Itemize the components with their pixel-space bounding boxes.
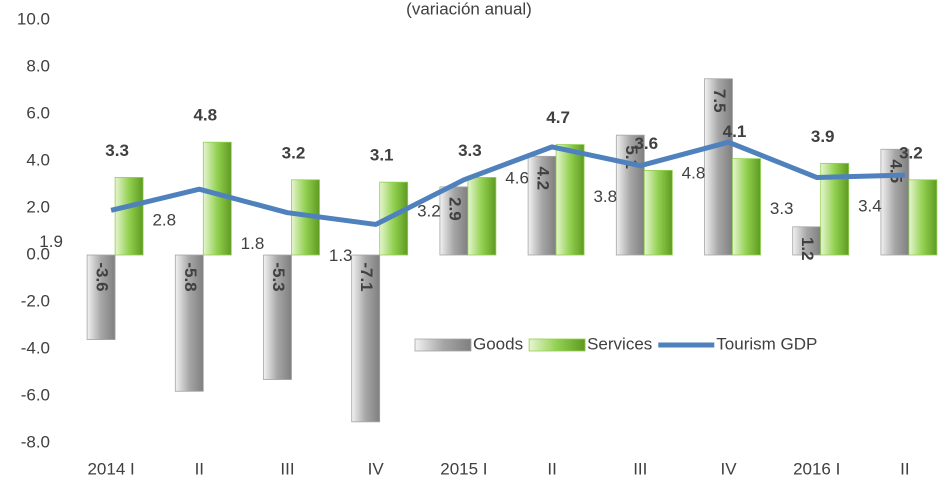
data-label: 3.4 xyxy=(858,197,882,216)
data-label: 4.6 xyxy=(505,168,529,187)
legend-label: Goods xyxy=(473,334,523,353)
bar xyxy=(704,78,733,256)
data-label: 3.3 xyxy=(770,199,794,218)
x-tick-label: IV xyxy=(720,459,737,478)
bar xyxy=(732,158,761,256)
x-tick-label: II xyxy=(547,459,556,478)
data-label: 3.2 xyxy=(282,143,306,162)
data-label: 3.8 xyxy=(593,187,617,206)
data-label: 3.1 xyxy=(370,146,394,165)
data-label: 3.3 xyxy=(105,141,129,160)
y-tick-label: 8.0 xyxy=(26,56,50,75)
data-label: 1.2 xyxy=(798,237,817,261)
y-tick-label: -8.0 xyxy=(21,432,50,451)
chart-subtitle: (variación anual) xyxy=(406,0,532,18)
legend-label: Services xyxy=(587,334,652,353)
bar xyxy=(263,254,292,380)
legend-swatch xyxy=(414,338,472,352)
x-tick-label: III xyxy=(280,459,294,478)
data-label: -3.6 xyxy=(93,262,112,291)
y-tick-label: 2.0 xyxy=(26,197,50,216)
data-label: -5.3 xyxy=(269,262,288,291)
y-tick-label: -4.0 xyxy=(21,338,50,357)
data-label: 1.9 xyxy=(39,232,63,251)
data-label: 4.5 xyxy=(886,159,905,183)
legend-swatch xyxy=(528,338,586,352)
data-label: 2.8 xyxy=(152,211,176,230)
data-label: 7.5 xyxy=(710,89,729,113)
data-label: 4.7 xyxy=(546,108,570,127)
bar xyxy=(86,254,116,340)
bar xyxy=(555,144,585,256)
data-label: 3.2 xyxy=(899,143,923,162)
x-tick-label: 2014 I xyxy=(87,459,134,478)
bar xyxy=(114,177,144,256)
line xyxy=(110,139,905,227)
data-label: 3.9 xyxy=(811,127,835,146)
data-label: 3.2 xyxy=(417,201,441,220)
x-tick-label: III xyxy=(633,459,647,478)
y-tick-label: -6.0 xyxy=(21,385,50,404)
data-label: 2.9 xyxy=(445,197,464,221)
bar xyxy=(615,134,645,256)
bar xyxy=(174,254,204,392)
y-tick-label: 6.0 xyxy=(26,103,50,122)
bar xyxy=(792,226,822,256)
data-label: 3.6 xyxy=(634,134,658,153)
y-tick-label: -2.0 xyxy=(21,291,50,310)
legend: Goods Services Tourism GDP xyxy=(414,334,817,353)
data-label: 4.2 xyxy=(534,166,553,190)
y-tick-label: 10.0 xyxy=(17,9,50,28)
data-label: 4.8 xyxy=(682,164,706,183)
bar xyxy=(908,179,938,256)
data-label: 3.3 xyxy=(458,141,482,160)
y-tick-label: 0.0 xyxy=(26,244,50,263)
data-label: -5.8 xyxy=(181,262,200,291)
data-label: 4.1 xyxy=(723,122,747,141)
data-label: 4.8 xyxy=(193,106,217,125)
data-label: 1.3 xyxy=(329,246,353,265)
data-label: 1.8 xyxy=(241,234,265,253)
x-tick-label: 2016 I xyxy=(793,459,840,478)
bar xyxy=(351,254,381,423)
legend-label: Tourism GDP xyxy=(716,334,817,353)
y-tick-label: 4.0 xyxy=(26,150,50,169)
x-tick-label: II xyxy=(900,459,909,478)
x-tick-label: 2015 I xyxy=(440,459,487,478)
bar xyxy=(467,177,497,256)
bar xyxy=(527,155,557,256)
data-label: -7.1 xyxy=(357,262,376,291)
x-tick-label: II xyxy=(195,459,204,478)
x-tick-label: IV xyxy=(368,459,385,478)
bar xyxy=(643,169,673,256)
